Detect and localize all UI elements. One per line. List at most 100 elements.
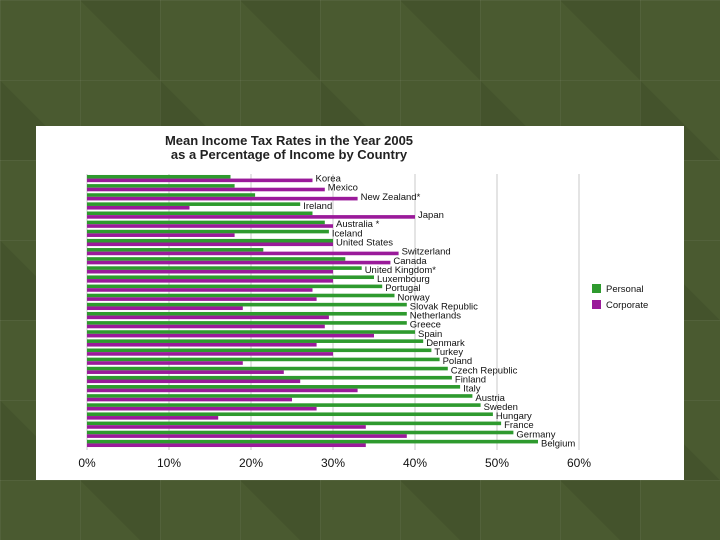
legend-swatch xyxy=(592,284,601,293)
corporate-bar xyxy=(87,187,325,192)
category-label: Czech Republic xyxy=(451,365,518,376)
category-label: Hungary xyxy=(496,411,532,422)
personal-bar xyxy=(87,403,481,407)
category-label: Germany xyxy=(516,429,555,440)
personal-bar xyxy=(87,229,329,234)
category-label: Netherlands xyxy=(410,311,461,322)
personal-bar xyxy=(87,193,256,197)
corporate-bar xyxy=(87,288,313,292)
corporate-bar xyxy=(87,425,366,429)
x-tick-label: 40% xyxy=(403,456,427,470)
corporate-bar xyxy=(87,379,301,384)
bar-layer xyxy=(87,174,538,448)
corporate-bar xyxy=(87,242,333,247)
personal-bar xyxy=(87,366,448,371)
category-label: United Kingdom* xyxy=(365,265,437,276)
corporate-bar xyxy=(87,196,358,201)
category-label: Korea xyxy=(316,174,342,185)
corporate-bar xyxy=(87,406,317,411)
corporate-bar xyxy=(87,434,407,438)
legend-label: Personal xyxy=(606,284,644,295)
category-label: New Zealand* xyxy=(361,192,421,203)
category-label: Poland xyxy=(443,356,473,367)
corporate-bar xyxy=(87,388,358,393)
x-tick-label: 30% xyxy=(321,456,345,470)
category-label: Switzerland xyxy=(402,247,451,258)
personal-bar xyxy=(87,330,415,334)
x-tick-label: 50% xyxy=(485,456,509,470)
personal-bar xyxy=(87,293,395,298)
corporate-bar xyxy=(87,297,317,301)
category-label: Spain xyxy=(418,329,442,340)
chart-title: Mean Income Tax Rates in the Year 2005 xyxy=(165,133,413,148)
category-label: Belgium xyxy=(541,438,575,449)
personal-bar xyxy=(87,257,346,261)
legend-label: Corporate xyxy=(606,300,648,311)
personal-bar xyxy=(87,375,452,380)
personal-bar xyxy=(87,184,235,188)
corporate-bar xyxy=(87,315,329,320)
personal-bar xyxy=(87,302,407,307)
personal-bar xyxy=(87,357,440,362)
category-label: Turkey xyxy=(434,347,463,358)
personal-bar xyxy=(87,275,374,280)
corporate-bar xyxy=(87,352,333,356)
category-label: Sweden xyxy=(484,402,518,413)
personal-bar xyxy=(87,248,264,252)
corporate-bar xyxy=(87,361,243,365)
corporate-bar xyxy=(87,205,190,210)
tick-label-layer: 0% 10% 20% 30% 40% 50% 60% xyxy=(78,456,591,470)
legend: Personal Corporate xyxy=(592,284,648,311)
corporate-bar xyxy=(87,397,292,402)
x-tick-label: 60% xyxy=(567,456,591,470)
personal-bar xyxy=(87,439,538,444)
legend-swatch xyxy=(592,300,601,309)
category-label: Greece xyxy=(410,320,441,331)
x-tick-label: 0% xyxy=(78,456,96,470)
personal-bar xyxy=(87,266,362,270)
personal-bar xyxy=(87,284,383,289)
category-label: France xyxy=(504,420,534,431)
category-label: United States xyxy=(336,238,393,249)
personal-bar xyxy=(87,321,407,325)
personal-bar xyxy=(87,385,461,389)
corporate-bar xyxy=(87,333,374,338)
corporate-bar xyxy=(87,342,317,347)
x-tick-label: 20% xyxy=(239,456,263,470)
category-label: Mexico xyxy=(328,183,358,194)
personal-bar xyxy=(87,238,333,243)
category-label: Norway xyxy=(398,292,430,303)
corporate-bar xyxy=(87,251,399,256)
personal-bar xyxy=(87,412,493,417)
category-label: Italy xyxy=(463,384,481,395)
corporate-bar xyxy=(87,370,284,374)
personal-bar xyxy=(87,174,231,179)
personal-bar xyxy=(87,202,301,206)
income-tax-chart: Mean Income Tax Rates in the Year 2005 a… xyxy=(78,133,648,470)
x-tick-label: 10% xyxy=(157,456,181,470)
category-label: Australia * xyxy=(336,219,380,230)
corporate-bar xyxy=(87,260,391,265)
personal-bar xyxy=(87,394,473,398)
personal-bar xyxy=(87,421,502,426)
corporate-bar xyxy=(87,215,415,219)
corporate-bar xyxy=(87,233,235,237)
corporate-bar xyxy=(87,269,333,274)
category-label: Finland xyxy=(455,375,486,386)
personal-bar xyxy=(87,339,424,343)
corporate-bar xyxy=(87,279,333,283)
personal-bar xyxy=(87,220,325,225)
category-label: Slovak Republic xyxy=(410,301,478,312)
corporate-bar xyxy=(87,443,366,448)
corporate-bar xyxy=(87,416,219,420)
personal-bar xyxy=(87,430,514,435)
category-label: Austria xyxy=(475,393,505,404)
chart-panel: Mean Income Tax Rates in the Year 2005 a… xyxy=(36,126,684,480)
category-label: Denmark xyxy=(426,338,465,349)
corporate-bar xyxy=(87,324,325,329)
category-label: Canada xyxy=(393,256,427,267)
corporate-bar xyxy=(87,306,243,311)
corporate-bar xyxy=(87,178,313,183)
